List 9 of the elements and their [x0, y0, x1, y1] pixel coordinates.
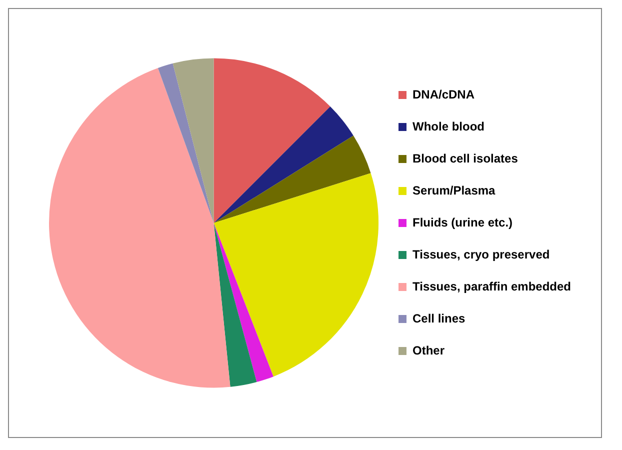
legend-label: Cell lines: [412, 311, 466, 326]
legend-label: Serum/Plasma: [412, 183, 496, 198]
legend-label: Whole blood: [412, 119, 484, 134]
legend-label: Tissues, paraffin embedded: [412, 279, 572, 294]
legend-label: Other: [412, 343, 445, 358]
legend-label: Blood cell isolates: [412, 151, 518, 166]
legend-label: DNA/cDNA: [412, 87, 475, 102]
legend-label: Tissues, cryo preserved: [412, 247, 550, 262]
legend-label: Fluids (urine etc.): [412, 215, 513, 230]
